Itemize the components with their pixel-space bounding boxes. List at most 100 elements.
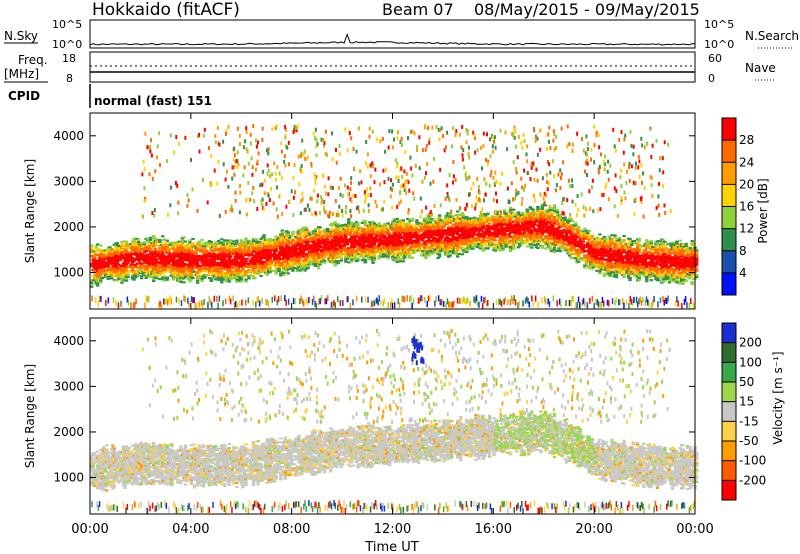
nsky-panel: N.Sky 10^5 10^0 10^5 10^0 N.Search <box>4 18 799 51</box>
range-gate-cell <box>433 250 437 253</box>
range-gate-cell <box>447 243 451 246</box>
range-gate-cell <box>168 256 173 259</box>
range-gate-cell <box>306 266 310 269</box>
range-gate-cell <box>162 261 166 264</box>
range-gate-cell <box>605 262 610 265</box>
range-gate-cell <box>114 252 118 255</box>
range-gate-cell <box>345 243 349 246</box>
range-gate-cell <box>106 277 110 280</box>
range-gate-cell <box>401 235 405 238</box>
range-gate-cell <box>286 239 290 242</box>
range-gate-cell <box>241 242 245 245</box>
range-gate-cell <box>480 245 484 248</box>
range-gate-cell <box>174 251 179 254</box>
range-gate-cell <box>191 244 195 247</box>
range-gate-cell <box>141 254 145 257</box>
range-gate-cell <box>336 225 340 228</box>
range-gate-cell <box>335 254 339 257</box>
range-gate-cell <box>625 259 629 262</box>
range-gate-cell <box>126 261 130 264</box>
range-gate-cell <box>604 248 608 251</box>
range-gate-cell <box>513 221 517 224</box>
range-gate-cell <box>171 257 176 260</box>
range-gate-cell <box>484 240 489 243</box>
range-gate-cell <box>99 260 103 263</box>
range-gate-cell <box>530 246 534 249</box>
range-gate-cell <box>294 262 298 265</box>
range-gate-cell <box>298 269 303 272</box>
range-gate-cell <box>483 242 487 245</box>
range-gate-cell <box>456 210 460 213</box>
range-gate-cell <box>195 281 200 284</box>
range-gate-cell <box>238 261 242 264</box>
range-gate-cell <box>536 247 540 250</box>
range-gate-cell <box>91 279 95 282</box>
range-gate-cell <box>403 256 407 259</box>
range-gate-cell <box>543 247 548 250</box>
range-gate-cell <box>353 233 357 236</box>
range-gate-cell <box>483 225 487 228</box>
range-gate-cell <box>244 272 248 275</box>
range-gate-cell <box>611 248 616 251</box>
range-gate-cell <box>286 268 290 271</box>
range-gate-cell <box>333 221 337 224</box>
range-gate-cell <box>324 249 328 252</box>
range-gate-cell <box>345 257 349 260</box>
range-gate-cell <box>239 278 244 281</box>
range-gate-cell <box>480 229 484 232</box>
range-gate-cell <box>294 246 298 249</box>
range-gate-cell <box>147 243 151 246</box>
range-gate-cell <box>268 250 272 253</box>
range-gate-cell <box>433 220 437 223</box>
range-gate-cell <box>153 247 157 250</box>
range-gate-cell <box>564 232 569 235</box>
range-gate-cell <box>406 234 410 237</box>
range-gate-cell <box>533 231 537 234</box>
range-gate-cell <box>200 261 204 264</box>
range-gate-cell <box>294 250 298 253</box>
range-gate-cell <box>241 255 245 258</box>
range-gate-cell <box>415 227 419 230</box>
range-gate-cell <box>233 242 238 245</box>
range-gate-cell <box>380 251 384 254</box>
range-gate-cell <box>214 245 218 248</box>
range-gate-cell <box>418 248 422 251</box>
range-gate-cell <box>616 268 620 271</box>
range-gate-cell <box>212 259 216 262</box>
range-gate-cell <box>546 229 551 232</box>
range-gate-cell <box>471 241 475 244</box>
range-gate-cell <box>301 263 306 266</box>
range-gate-cell <box>493 249 498 252</box>
range-gate-cell <box>454 224 458 227</box>
range-gate-cell <box>433 236 437 239</box>
range-gate-cell <box>533 215 537 218</box>
range-gate-cell <box>155 240 159 243</box>
range-gate-cell <box>397 250 401 253</box>
range-gate-cell <box>524 229 528 232</box>
range-gate-cell <box>94 278 98 281</box>
nsky-tick-top: 10^5 <box>52 18 82 31</box>
range-gate-cell <box>150 256 154 259</box>
range-gate-cell <box>490 233 495 236</box>
range-gate-cell <box>102 253 106 256</box>
range-gate-cell <box>456 241 460 244</box>
range-gate-cell <box>525 239 529 242</box>
range-gate-cell <box>325 238 330 241</box>
range-gate-cell <box>569 228 573 231</box>
range-gate-cell <box>622 271 626 274</box>
range-gate-cell <box>96 243 100 246</box>
range-gate-cell <box>204 249 209 252</box>
range-gate-cell <box>545 219 549 222</box>
range-gate-cell <box>448 254 452 257</box>
range-gate-cell <box>226 269 230 272</box>
range-gate-cell <box>304 226 309 229</box>
range-gate-cell <box>605 244 610 247</box>
range-gate-cell <box>502 236 507 239</box>
range-gate-cell <box>212 261 216 264</box>
range-gate-cell <box>504 212 508 215</box>
range-gate-cell <box>262 240 266 243</box>
range-gate-cell <box>362 230 366 233</box>
range-gate-cell <box>619 253 623 256</box>
range-gate-cell <box>241 259 245 262</box>
range-gate-cell <box>229 262 233 265</box>
